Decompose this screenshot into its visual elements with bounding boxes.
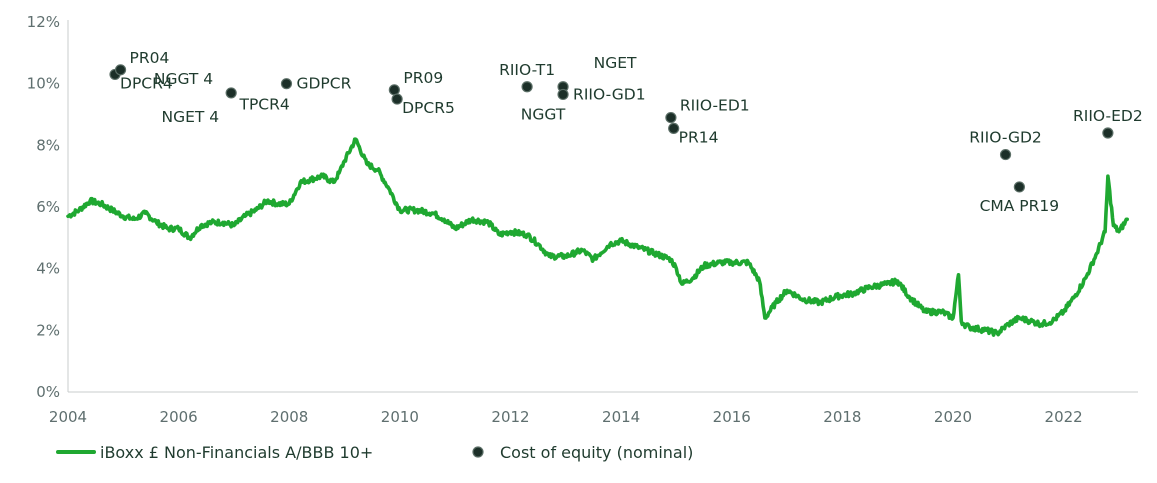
point-label: NGET xyxy=(594,54,637,72)
y-tick-label: 12% xyxy=(27,13,60,31)
cost-of-equity-point xyxy=(280,78,293,90)
cost-of-equity-point xyxy=(521,81,533,93)
y-tick-label: 6% xyxy=(36,198,60,216)
cost-of-equity-point xyxy=(225,87,237,99)
x-tick-label: 2018 xyxy=(823,408,861,426)
point-label: TPCR4 xyxy=(238,96,289,114)
y-tick-label: 2% xyxy=(36,321,60,339)
cost-of-equity-point xyxy=(668,122,680,134)
cost-of-equity-point xyxy=(388,84,400,96)
y-tick-label: 10% xyxy=(27,75,60,93)
point-label: PR04 xyxy=(130,49,170,67)
point-label: NGET 4 xyxy=(162,108,220,126)
cost-of-equity-point xyxy=(1102,127,1114,139)
point-label: RIIO-ED1 xyxy=(680,97,750,115)
point-label: NGGT 4 xyxy=(154,70,213,88)
iboxx-series-line xyxy=(66,137,1129,337)
x-tick-label: 2010 xyxy=(381,408,419,426)
cost-of-equity-point xyxy=(999,148,1012,161)
point-label: PR09 xyxy=(403,69,443,87)
cost-of-equity-point xyxy=(114,64,127,76)
point-label: RIIO-T1 xyxy=(499,61,555,79)
x-tick-label: 2006 xyxy=(160,408,198,426)
legend-label: Cost of equity (nominal) xyxy=(500,443,693,462)
x-tick-label: 2016 xyxy=(713,408,751,426)
legend-label: iBoxx £ Non-Financials A/BBB 10+ xyxy=(100,443,373,462)
x-tick-label: 2008 xyxy=(270,408,308,426)
x-tick-label: 2020 xyxy=(934,408,972,426)
point-label: DPCR5 xyxy=(402,99,455,117)
point-label: RIIO-GD1 xyxy=(573,85,646,103)
tick-labels: 0% 2% 4% 6% 8% 10% 12% 2004 2006 2008 2010 2012 2014… xyxy=(27,13,1083,426)
axes xyxy=(67,20,1138,393)
point-label: DPCR4 xyxy=(120,74,173,92)
cost-of-equity-point xyxy=(391,93,403,105)
x-tick-label: 2014 xyxy=(602,408,640,426)
point-label: RIIO-ED2 xyxy=(1073,107,1143,125)
legend: iBoxx £ Non-Financials A/BBB 10+ Cost of … xyxy=(56,443,693,462)
y-tick-label: 8% xyxy=(36,136,60,154)
x-tick-label: 2012 xyxy=(491,408,529,426)
x-tick-label: 2022 xyxy=(1045,408,1083,426)
cost-of-equity-point xyxy=(665,111,677,124)
point-label: RIIO-GD2 xyxy=(969,129,1042,147)
cost-of-equity-point xyxy=(1013,181,1025,193)
series xyxy=(66,137,1129,337)
x-tick-label: 2004 xyxy=(49,408,87,426)
cost-of-equity-point xyxy=(557,88,569,101)
cost-of-equity-points xyxy=(109,64,1114,193)
y-tick-label: 4% xyxy=(36,260,60,278)
point-label: PR14 xyxy=(679,128,719,146)
legend-marker-swatch xyxy=(472,446,484,458)
point-label: CMA PR19 xyxy=(980,197,1060,215)
point-label: GDPCR xyxy=(296,75,351,93)
y-tick-label: 0% xyxy=(36,383,60,401)
point-label: NGGT xyxy=(521,105,566,123)
